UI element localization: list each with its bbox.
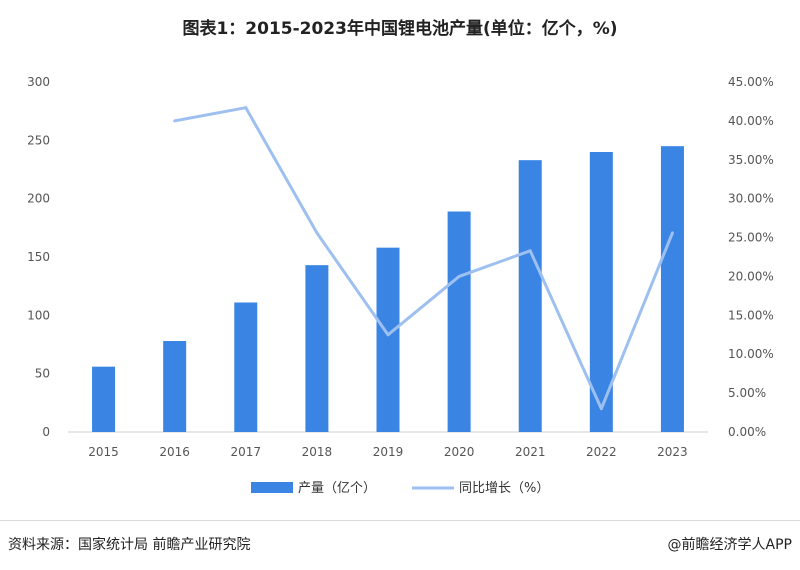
legend-bar-label: 产量（亿个） xyxy=(298,481,376,496)
line-point xyxy=(670,231,674,235)
x-tick-label: 2021 xyxy=(515,445,546,459)
y-right-tick-label: 45.00% xyxy=(728,75,774,89)
y-right-tick-label: 25.00% xyxy=(728,231,774,245)
brand-credit: @前瞻经济学人APP xyxy=(667,537,792,553)
bar xyxy=(447,211,471,432)
y-right-tick-label: 5.00% xyxy=(728,386,766,400)
x-tick-label: 2015 xyxy=(88,445,119,459)
source-note: 资料来源：国家统计局 前瞻产业研究院 xyxy=(8,537,251,553)
bar xyxy=(163,341,187,432)
y-left-tick-label: 300 xyxy=(27,75,50,89)
chart-title: 图表1：2015-2023年中国锂电池产量(单位：亿个，%) xyxy=(182,19,618,39)
y-right-tick-label: 30.00% xyxy=(728,192,774,206)
growth-line xyxy=(174,106,674,411)
y-right-tick-label: 15.00% xyxy=(728,308,774,322)
chart-legend: 产量（亿个） 同比增长（%） xyxy=(251,481,549,496)
line-point xyxy=(244,106,248,110)
y-right-tick-label: 0.00% xyxy=(728,425,766,439)
bar xyxy=(305,265,329,432)
x-tick-label: 2018 xyxy=(302,445,333,459)
x-tick-label: 2017 xyxy=(231,445,262,459)
x-tick-label: 2016 xyxy=(159,445,190,459)
bar xyxy=(589,152,613,432)
x-tick-label: 2019 xyxy=(373,445,404,459)
line-point xyxy=(528,249,532,253)
y-right-tick-label: 40.00% xyxy=(728,114,774,128)
legend-line-label: 同比增长（%） xyxy=(459,481,549,496)
x-tick-label: 2020 xyxy=(444,445,475,459)
legend-bar-swatch xyxy=(251,482,293,493)
bar xyxy=(92,366,116,432)
x-tick-label: 2023 xyxy=(657,445,688,459)
line-point xyxy=(457,274,461,278)
x-tick-label: 2022 xyxy=(586,445,617,459)
bar xyxy=(518,160,542,432)
line-point xyxy=(386,333,390,337)
line-series xyxy=(173,106,674,411)
y-left-tick-label: 0 xyxy=(42,425,50,439)
y-right-tick-label: 10.00% xyxy=(728,347,774,361)
tick-labels: 0 50 100 150 200 250 300 0.00% 5.00% 10.00% 15.00%… xyxy=(27,75,774,459)
bar xyxy=(660,146,684,432)
line-point xyxy=(173,119,177,123)
y-left-tick-label: 100 xyxy=(27,308,50,322)
line-point xyxy=(599,407,603,411)
combo-chart: 0 50 100 150 200 250 300 0.00% 5.00% 10.00% 15.00%… xyxy=(27,75,774,496)
bar xyxy=(376,247,400,432)
y-right-tick-label: 35.00% xyxy=(728,153,774,167)
y-left-tick-label: 250 xyxy=(27,133,50,147)
y-left-tick-label: 200 xyxy=(27,192,50,206)
y-right-tick-label: 20.00% xyxy=(728,269,774,283)
line-point xyxy=(315,231,319,235)
bar xyxy=(234,302,258,432)
footer-divider xyxy=(0,520,800,521)
bar-series xyxy=(92,146,684,432)
y-left-tick-label: 150 xyxy=(27,250,50,264)
y-left-tick-label: 50 xyxy=(35,367,50,381)
